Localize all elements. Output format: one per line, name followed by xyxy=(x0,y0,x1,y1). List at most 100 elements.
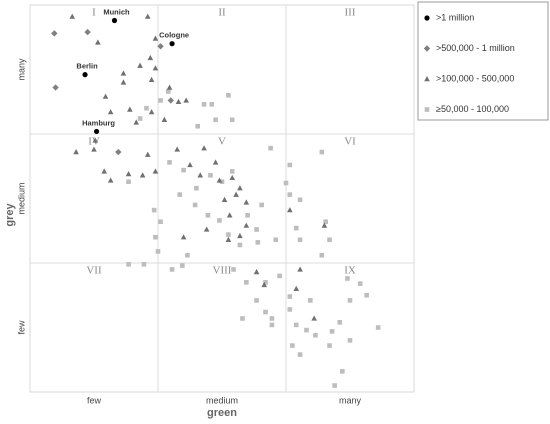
point-label: Cologne xyxy=(159,31,189,40)
data-point xyxy=(319,149,325,155)
data-point xyxy=(254,298,259,303)
data-point xyxy=(217,218,222,223)
x-axis-title: green xyxy=(207,407,237,419)
data-point xyxy=(102,93,109,99)
data-point xyxy=(82,72,88,78)
data-point xyxy=(153,234,158,240)
data-point xyxy=(364,292,369,298)
data-point xyxy=(231,267,236,272)
plot-area xyxy=(29,4,415,393)
legend-label: >1 million xyxy=(436,12,474,22)
data-point xyxy=(287,207,293,213)
data-point xyxy=(240,316,245,321)
data-point xyxy=(203,226,210,232)
data-point xyxy=(151,207,157,213)
data-point xyxy=(221,196,228,202)
data-point xyxy=(155,249,161,254)
data-point xyxy=(192,202,198,208)
x-tick-label: medium xyxy=(206,395,238,405)
data-point xyxy=(144,13,151,19)
data-point xyxy=(107,177,114,183)
data-point xyxy=(161,116,168,123)
data-point xyxy=(158,98,163,103)
data-point xyxy=(327,237,332,243)
data-point xyxy=(169,41,175,47)
data-point xyxy=(107,109,114,115)
data-point xyxy=(225,236,232,242)
data-point xyxy=(313,332,318,338)
quadrant-label: VI xyxy=(344,136,356,148)
data-point xyxy=(293,322,299,328)
quadrant-label: VIII xyxy=(213,265,232,277)
data-point xyxy=(226,232,231,237)
data-point xyxy=(253,269,260,275)
data-point xyxy=(141,261,147,267)
data-point xyxy=(327,343,332,348)
data-point xyxy=(125,170,132,177)
quadrant-label: IX xyxy=(344,265,356,277)
data-point xyxy=(287,307,293,312)
data-point xyxy=(323,219,328,225)
data-point xyxy=(212,159,219,165)
data-point xyxy=(120,79,127,85)
data-point xyxy=(226,93,231,98)
data-point xyxy=(147,54,154,61)
data-point xyxy=(177,192,183,197)
x-tick-label: many xyxy=(339,395,362,405)
data-point xyxy=(187,161,193,168)
data-point xyxy=(273,237,279,243)
data-point xyxy=(201,145,207,151)
data-point xyxy=(175,98,182,104)
quadrant-label: V xyxy=(218,136,226,148)
data-point xyxy=(148,76,155,83)
data-point xyxy=(183,97,189,103)
data-point xyxy=(201,102,207,107)
data-point xyxy=(243,222,250,228)
data-point xyxy=(297,352,303,357)
quadrant-label: II xyxy=(218,7,226,19)
data-point xyxy=(69,13,76,19)
data-point xyxy=(254,227,259,232)
quadrant-label: VII xyxy=(86,265,102,277)
data-point xyxy=(375,325,381,330)
data-point xyxy=(237,232,243,239)
data-point xyxy=(297,197,303,203)
data-point xyxy=(233,191,239,197)
data-point xyxy=(345,276,350,281)
data-point xyxy=(263,309,268,315)
data-point xyxy=(347,298,353,303)
data-point xyxy=(144,105,149,111)
data-point xyxy=(152,168,159,174)
data-point xyxy=(277,273,282,279)
legend-label: >500,000 - 1 million xyxy=(436,43,515,53)
data-point xyxy=(126,179,131,185)
data-point xyxy=(283,180,289,186)
data-point xyxy=(137,116,143,121)
quadrant-label: I xyxy=(92,7,96,19)
data-point xyxy=(51,30,58,37)
data-point xyxy=(185,252,190,258)
data-point xyxy=(73,149,79,155)
data-point xyxy=(219,179,225,185)
x-tick-label: few xyxy=(87,395,102,405)
data-point xyxy=(268,145,273,151)
y-tick-label: medium xyxy=(16,182,26,214)
data-point xyxy=(357,281,363,286)
data-point xyxy=(93,128,100,135)
y-tick-label: many xyxy=(16,58,26,81)
data-point xyxy=(269,316,275,321)
data-point xyxy=(297,237,303,243)
data-point xyxy=(237,242,243,248)
data-point xyxy=(120,70,127,76)
data-point xyxy=(166,84,173,90)
data-point xyxy=(229,117,235,123)
point-label: Berlin xyxy=(76,62,98,71)
point-label: Munich xyxy=(103,7,130,16)
legend-box xyxy=(417,1,549,121)
data-point xyxy=(144,151,151,157)
data-point xyxy=(209,102,215,107)
data-point xyxy=(290,343,295,348)
data-point xyxy=(237,185,243,191)
data-point xyxy=(226,212,233,218)
